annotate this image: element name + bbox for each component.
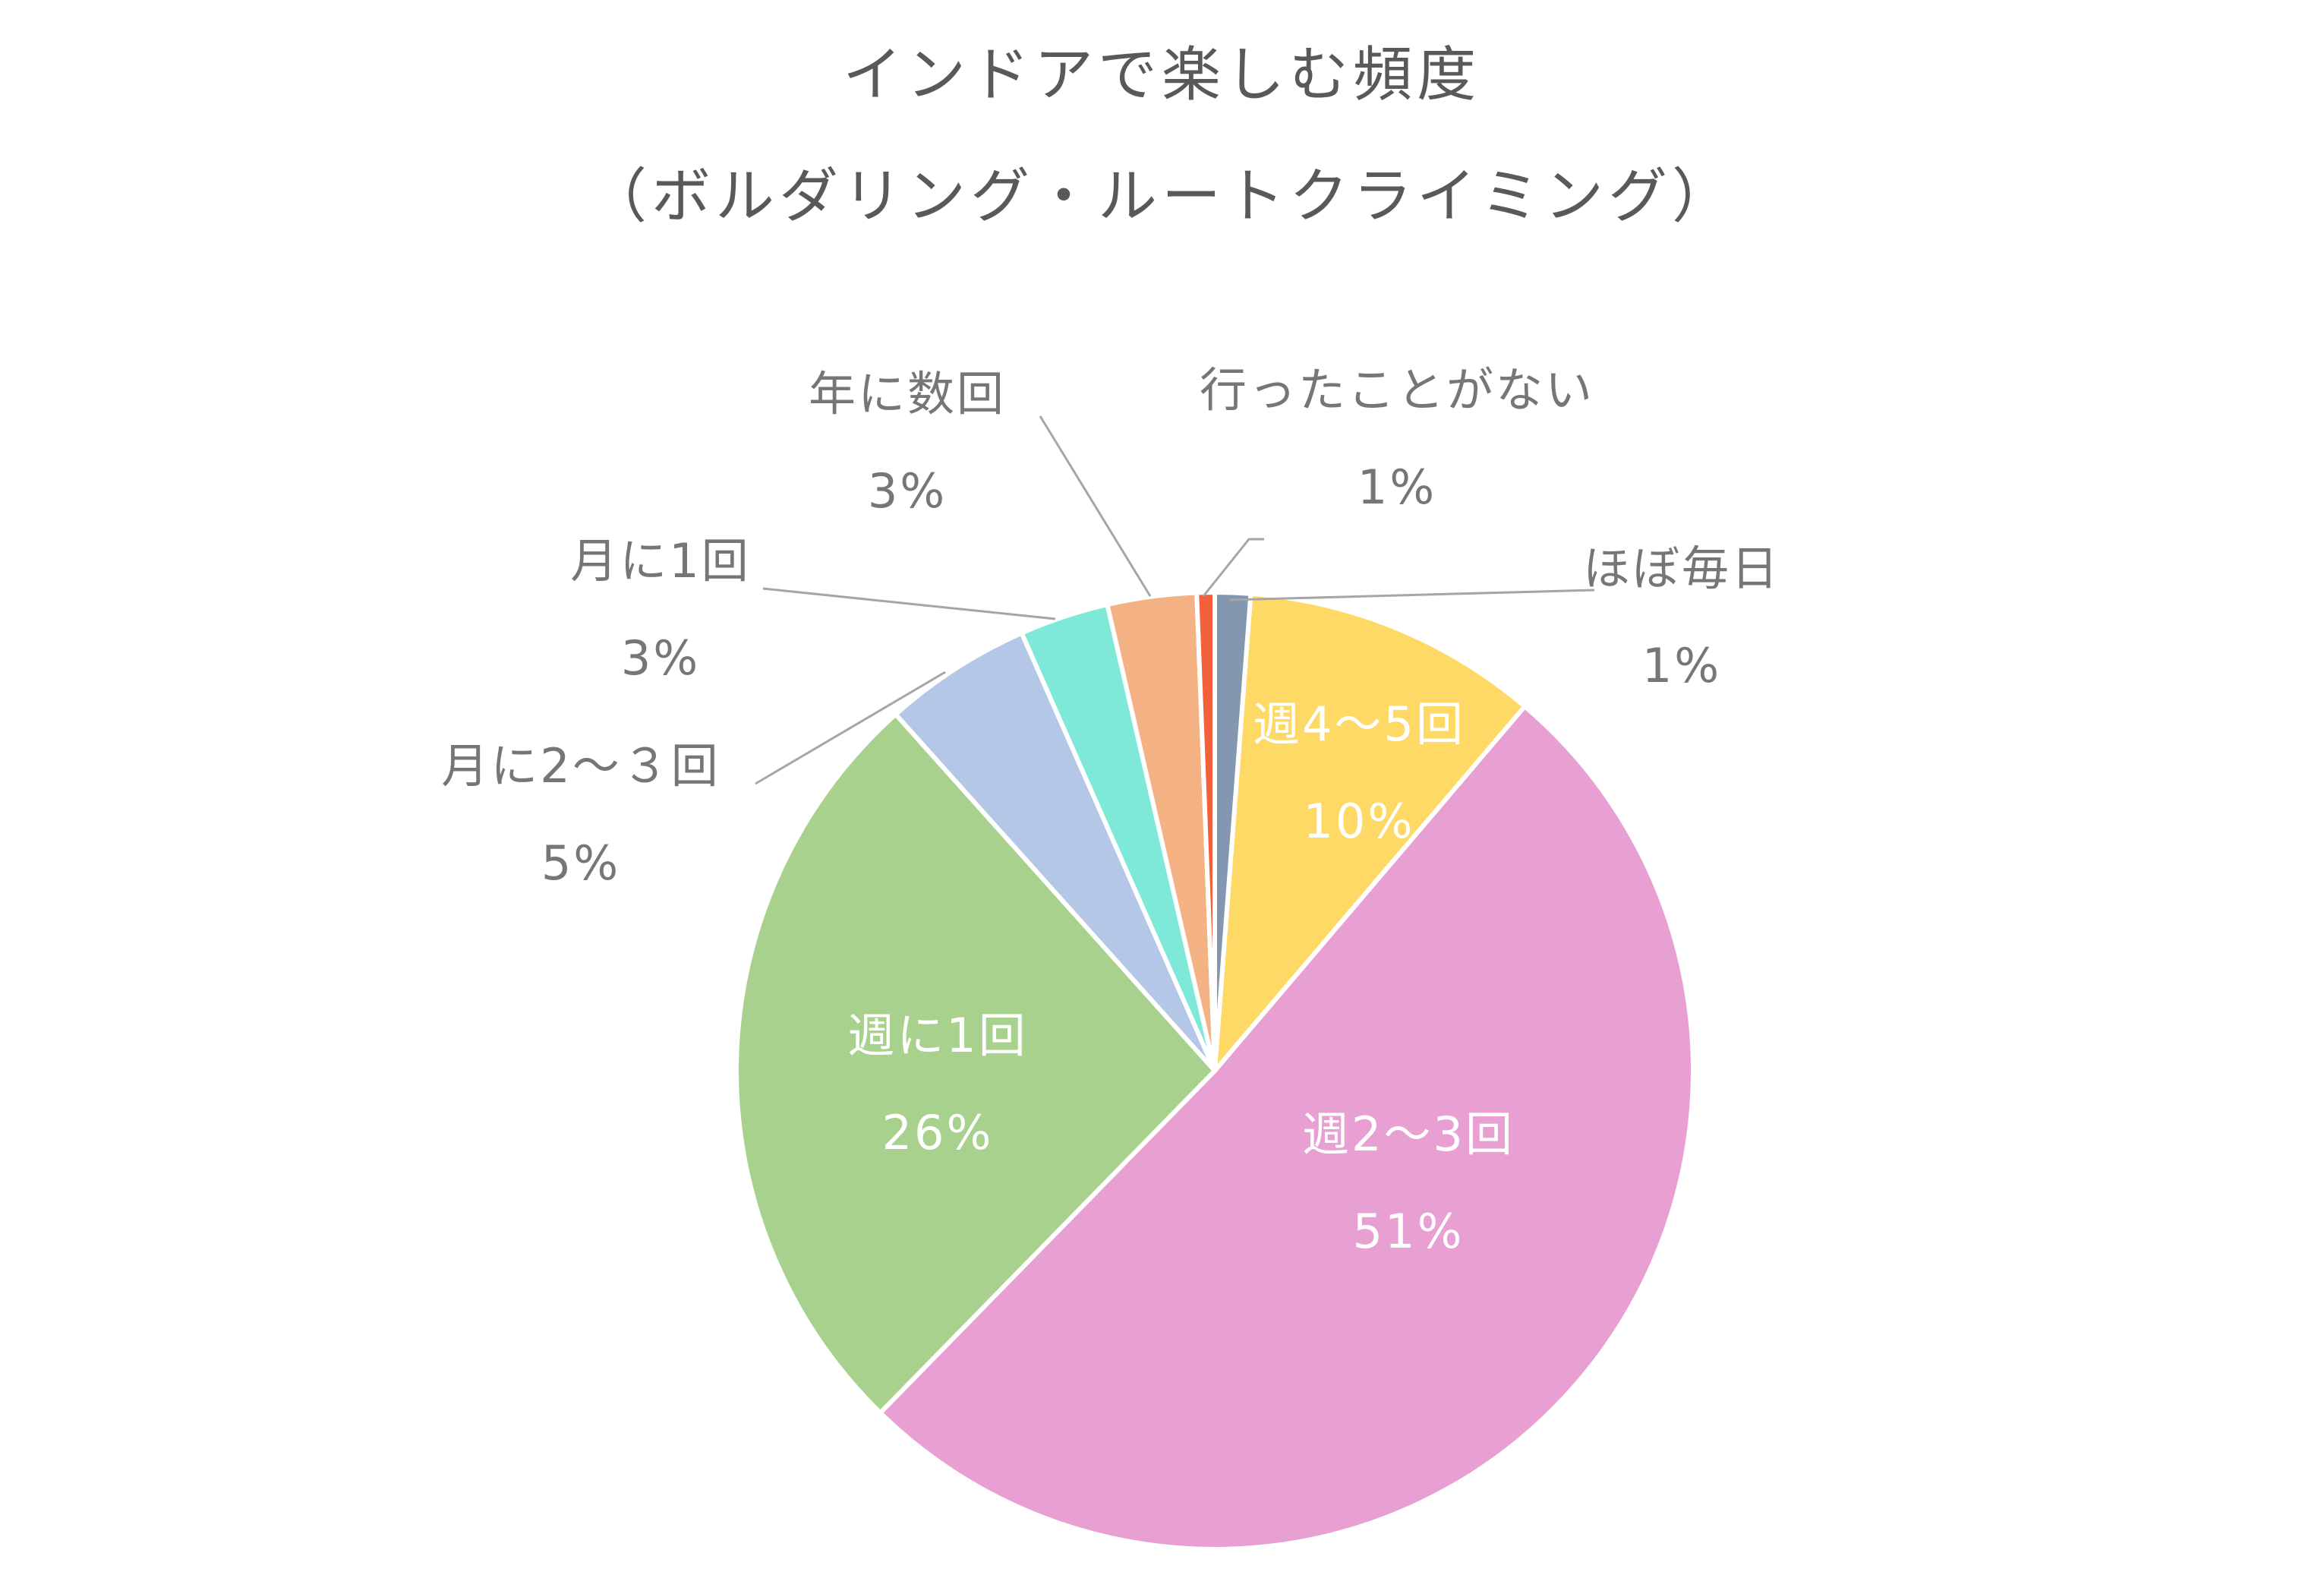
leader-line [1202,538,1264,597]
leader-line [1229,589,1595,601]
slice-percent-label: 51% [1353,1204,1465,1259]
slice-percent-label: 3% [621,630,700,686]
pie-slice [1212,591,1528,1078]
slice-category-label: 週2～3回 [1302,1106,1515,1162]
pie-slice [734,711,1219,1416]
slice-category-label: ほぼ毎日 [1583,541,1780,596]
slice-category-label: 年に数回 [809,366,1006,421]
slice-percent-label: 3% [868,463,947,519]
slice-percent-label: 1% [1358,459,1436,515]
pie-slice [877,703,1696,1551]
slice-percent-label: 5% [541,835,620,891]
chart-subtitle: （ボルダリング・ルートクライミング） [588,163,1736,231]
slice-category-label: 月に1回 [570,533,750,589]
slice-percent-label: 1% [1642,638,1721,693]
slice-labels: ほぼ毎日 1% 週4～5回 10% 週2～3回 51% 週に1回 26% 月に2～３回 5% 月に1… [441,362,1780,1259]
leader-line [1039,415,1152,597]
pie-slices [734,589,1696,1551]
slice-category-label: 月に2～３回 [441,738,720,794]
chart-title: インドアで楽しむ頻度 [843,41,1480,109]
slice-category-label: 行ったことがない [1200,362,1594,418]
slice-category-label: 週4～5回 [1253,696,1465,752]
slice-category-label: 週に1回 [847,1008,1027,1063]
leader-line [755,671,946,785]
pie-slice [892,630,1217,1073]
leader-lines [755,415,1595,785]
leader-line [762,587,1056,620]
slice-percent-label: 26% [882,1105,994,1160]
slice-percent-label: 10% [1304,794,1415,849]
